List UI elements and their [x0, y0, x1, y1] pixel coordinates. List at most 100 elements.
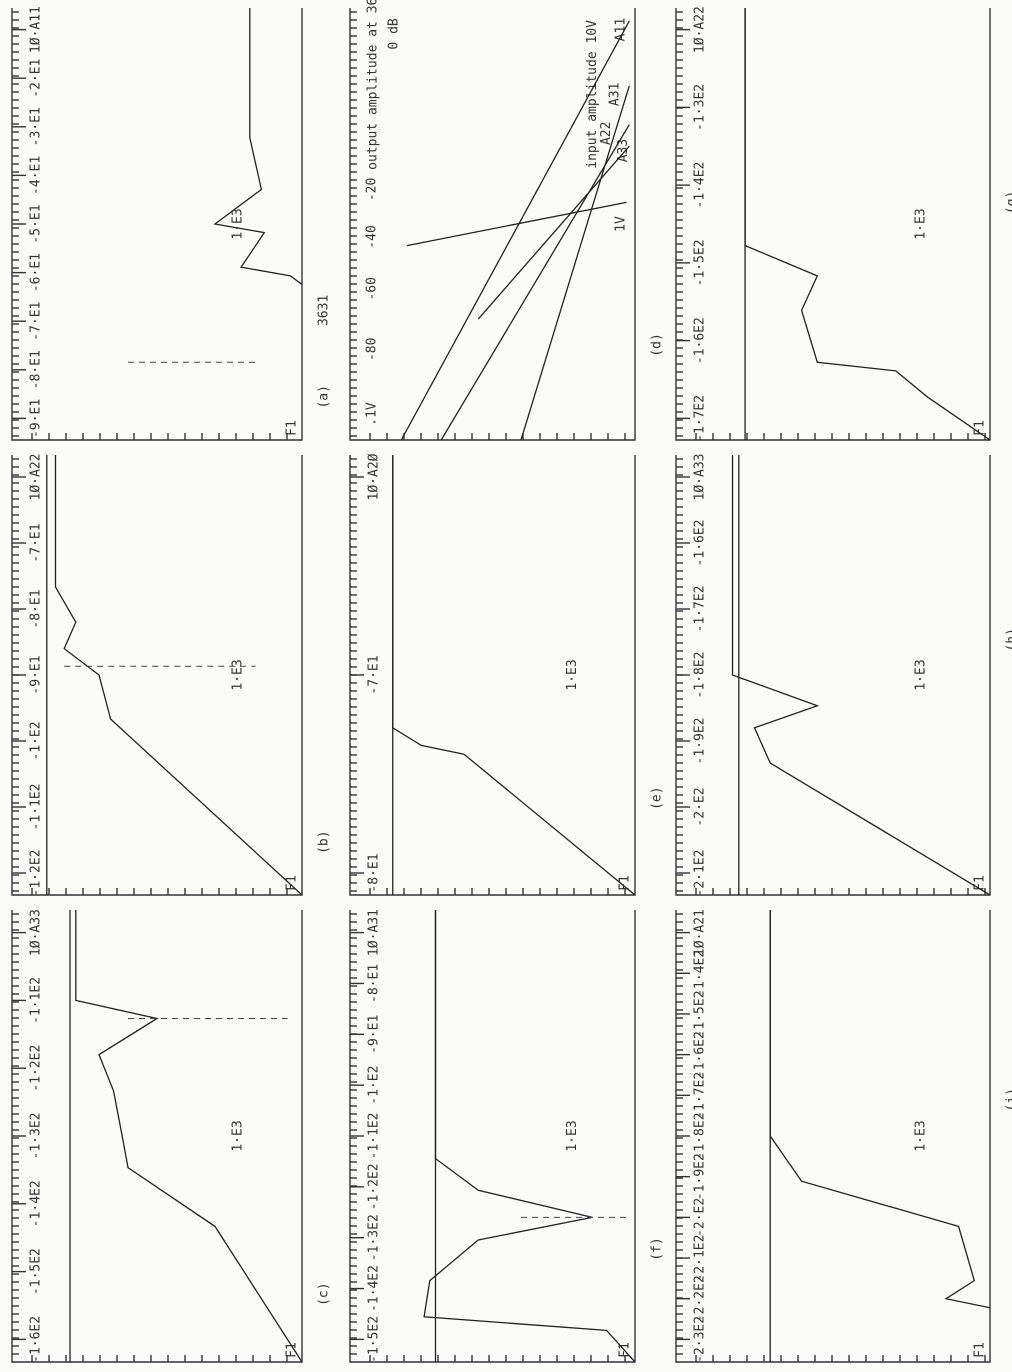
- axis-label: -3·E1: [29, 107, 44, 146]
- axis-label: -60: [365, 277, 380, 300]
- axis-label: -1·6E2: [29, 1316, 44, 1363]
- axis-label: -8·E1: [29, 350, 44, 389]
- response-curve: [215, 8, 302, 284]
- axis-label: 1Ø·A2Ø: [367, 453, 382, 500]
- axis-label: -20: [365, 178, 380, 201]
- panel-frame: [11, 8, 303, 441]
- plot-area: [70, 910, 302, 1362]
- panel: (d) 0 dB -20 -40 -60 -80 .1V output amplitude a…: [349, 0, 665, 441]
- axis-label: -1·2E2: [29, 1045, 44, 1092]
- plot-area: [47, 455, 302, 895]
- end-label: F1: [285, 875, 300, 891]
- response-line: [521, 86, 629, 440]
- axis-label: 0 dB: [387, 18, 402, 49]
- panel-caption: (f): [650, 1237, 665, 1260]
- axis-label: 1Ø·A33: [29, 909, 44, 956]
- response-line: [407, 202, 626, 245]
- axis-label: -1·8E2: [693, 1113, 708, 1160]
- axis-label: -7·E1: [29, 302, 44, 341]
- axis-label: -1·6E2: [693, 520, 708, 567]
- plot-area: [733, 455, 990, 895]
- axis-label: -2·1E2: [693, 850, 708, 897]
- axis-label: -9·E1: [367, 1015, 382, 1054]
- axis-label: -1·1E2: [367, 1113, 382, 1160]
- response-line: [441, 125, 629, 440]
- end-label: F1: [285, 1342, 300, 1358]
- panel: (i)1Ø·A21-1·4E2-1·5E2-1·6E2-1·7E2-1·8E2-…: [675, 909, 1012, 1363]
- axis-label: -8·E1: [367, 853, 382, 892]
- axis-label: 1Ø·A11: [29, 6, 44, 53]
- axis-label: -1·2E2: [29, 850, 44, 897]
- axis-label: -6·E1: [29, 253, 44, 292]
- marker-label: 3631: [317, 295, 332, 326]
- end-label: F1: [618, 875, 633, 891]
- end-label: F1: [285, 420, 300, 436]
- plot-area: [770, 910, 990, 1362]
- axis-label: -9·E1: [29, 399, 44, 438]
- axis-label: -1·E2: [367, 1066, 382, 1105]
- freq-label: 1·E3: [231, 659, 246, 690]
- panel-frame: [675, 455, 991, 896]
- axis-label: -9·E1: [29, 655, 44, 694]
- annotation: 1V: [613, 216, 628, 232]
- axis-label: -1·7E2: [693, 586, 708, 633]
- panel-frame: [349, 910, 636, 1363]
- axis-label: -1·6E2: [693, 317, 708, 364]
- axis-label: -1·4E2: [693, 950, 708, 997]
- panel-caption: (b): [317, 830, 332, 853]
- axis-label: -1·7E2: [693, 395, 708, 442]
- axis-label: -80: [365, 338, 380, 361]
- panel-caption: (d): [650, 333, 665, 356]
- response-line: [478, 146, 629, 319]
- annotation: input amplitude 10V: [585, 20, 600, 169]
- panel-caption: (i): [1005, 1088, 1012, 1111]
- axis-label: -1·3E2: [29, 1113, 44, 1160]
- annotation: output amplitude at 3631 Hz: [365, 0, 380, 170]
- panel-caption: (e): [650, 786, 665, 809]
- axis-label: 1Ø·A33: [693, 454, 708, 501]
- axis-label: -1·4E2: [367, 1265, 382, 1312]
- panel: (h) 1Ø·A33 -1·6E2 -1·7E2 -1·8E2 -1·9E2 -2·E2 -2…: [675, 454, 1012, 897]
- annotation: A22: [599, 122, 614, 145]
- axis-label: -1·9E2: [693, 718, 708, 765]
- panel-frame: [349, 8, 636, 441]
- axis-label: 1Ø·A22: [693, 6, 708, 53]
- axis-label: -4·E1: [29, 156, 44, 195]
- axis-label: -1·9E2: [693, 1153, 708, 1200]
- axis-label: -1·8E2: [693, 652, 708, 699]
- panel: (a) 1Ø·A11 -2·E1 -3·E1 -4·E1 -5·E1 -6·E1 -7·E1 -…: [11, 6, 332, 441]
- axis-label: -1·7E2: [693, 1072, 708, 1119]
- freq-label: 1·E3: [913, 1120, 928, 1151]
- axis-label: -1·5E2: [693, 239, 708, 286]
- response-curve: [745, 8, 990, 440]
- axis-label: -1·5E2: [693, 990, 708, 1037]
- axis-label: 1Ø·A22: [29, 454, 44, 501]
- panel: (f) 1Ø·A31 -8·E1 -9·E1 -1·E2 -1·1E2 -1·2E2 -1·3…: [349, 909, 665, 1363]
- response-curve: [393, 455, 635, 895]
- panel: (e) 1Ø·A2Ø -7·E1 -8·E1 1·E3 F1: [349, 453, 665, 896]
- axis-label: -5·E1: [29, 204, 44, 243]
- freq-label: 1·E3: [565, 659, 580, 690]
- panel: (b) 1Ø·A22 -7·E1 -8·E1 -9·E1 -1·E2 -1·1E2 -1·2E…: [11, 454, 332, 897]
- axis-label: -1·5E2: [29, 1248, 44, 1295]
- panel-caption: (c): [317, 1282, 332, 1305]
- axis-label: -40: [365, 225, 380, 248]
- panel-caption: (a): [317, 385, 332, 408]
- axis-label: -1·3E2: [693, 84, 708, 131]
- axis-label: -1·5E2: [367, 1316, 382, 1363]
- plot-area: [424, 910, 635, 1362]
- panel-caption: (h): [1005, 628, 1012, 651]
- response-curve: [770, 910, 990, 1308]
- axis-label: -1·6E2: [693, 1031, 708, 1078]
- freq-label: 1·E3: [231, 208, 246, 239]
- response-curve: [424, 910, 635, 1362]
- axis-label: -8·E1: [29, 589, 44, 628]
- panel-frame: [675, 910, 991, 1363]
- plot-area: [745, 8, 990, 440]
- annotation: A31: [608, 83, 623, 106]
- axis-label: -2·E2: [693, 1198, 708, 1237]
- axis-label: -7·E1: [29, 523, 44, 562]
- panel-caption: (g): [1005, 191, 1012, 214]
- plot-area: [393, 455, 635, 895]
